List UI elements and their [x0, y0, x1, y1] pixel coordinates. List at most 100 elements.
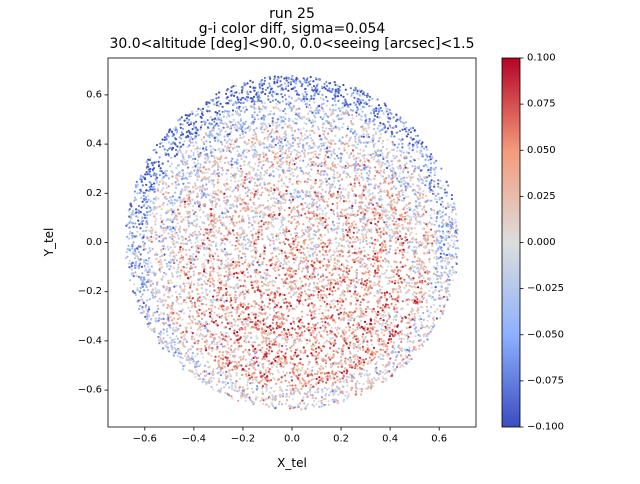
- scatter-point: [238, 194, 241, 197]
- scatter-point: [229, 175, 232, 178]
- scatter-point: [208, 136, 211, 139]
- scatter-point: [445, 265, 448, 268]
- scatter-point: [433, 183, 436, 186]
- scatter-point: [376, 372, 379, 375]
- scatter-point: [401, 138, 404, 141]
- scatter-point: [276, 363, 279, 366]
- scatter-point: [232, 318, 235, 321]
- scatter-point: [316, 353, 320, 356]
- scatter-point: [409, 160, 412, 163]
- scatter-point: [149, 200, 152, 203]
- scatter-point: [395, 239, 398, 242]
- scatter-point: [399, 266, 402, 269]
- scatter-point: [176, 199, 179, 202]
- scatter-points: [124, 75, 460, 411]
- scatter-point: [401, 142, 404, 145]
- scatter-point: [314, 248, 317, 251]
- scatter-point: [339, 165, 342, 168]
- scatter-point: [393, 198, 396, 201]
- scatter-point: [448, 279, 451, 282]
- scatter-point: [177, 302, 180, 305]
- scatter-point: [269, 307, 272, 310]
- scatter-point: [191, 357, 194, 360]
- scatter-point: [377, 355, 380, 359]
- scatter-point: [388, 248, 392, 251]
- scatter-point: [131, 247, 134, 250]
- scatter-point: [142, 245, 146, 248]
- scatter-point: [162, 247, 165, 250]
- scatter-point: [424, 184, 427, 187]
- scatter-point: [399, 149, 402, 152]
- scatter-point: [201, 178, 204, 181]
- scatter-point: [226, 257, 230, 260]
- scatter-point: [411, 282, 414, 285]
- scatter-point: [268, 182, 271, 185]
- scatter-point: [418, 139, 421, 142]
- scatter-point: [440, 187, 443, 190]
- scatter-point: [139, 304, 142, 307]
- scatter-point: [310, 121, 313, 124]
- scatter-point: [138, 192, 141, 195]
- scatter-point: [156, 310, 159, 313]
- scatter-point: [243, 235, 246, 239]
- scatter-point: [158, 342, 161, 345]
- scatter-point: [230, 130, 233, 134]
- scatter-point: [203, 364, 206, 367]
- scatter-point: [150, 185, 153, 188]
- scatter-point: [414, 215, 417, 218]
- scatter-point: [287, 167, 290, 170]
- scatter-point: [260, 233, 263, 236]
- scatter-point: [254, 271, 257, 274]
- scatter-point: [275, 365, 278, 368]
- scatter-point: [422, 206, 426, 209]
- scatter-point: [258, 225, 261, 228]
- scatter-point: [288, 384, 292, 387]
- scatter-point: [373, 207, 376, 210]
- scatter-point: [362, 222, 365, 225]
- scatter-point: [300, 408, 303, 411]
- scatter-point: [162, 237, 165, 240]
- scatter-point: [303, 149, 307, 152]
- scatter-point: [245, 172, 248, 175]
- scatter-point: [247, 163, 250, 166]
- scatter-point: [322, 245, 326, 248]
- scatter-point: [328, 264, 331, 267]
- scatter-point: [272, 175, 275, 178]
- scatter-point: [264, 170, 267, 173]
- scatter-point: [350, 207, 354, 210]
- scatter-point: [203, 176, 206, 179]
- scatter-point: [352, 347, 355, 350]
- scatter-point: [411, 264, 414, 267]
- scatter-point: [141, 272, 144, 275]
- scatter-point: [393, 125, 396, 129]
- scatter-point: [294, 384, 297, 387]
- scatter-point: [278, 209, 281, 212]
- scatter-point: [201, 380, 204, 383]
- scatter-point: [448, 283, 451, 286]
- scatter-point: [149, 249, 152, 252]
- scatter-point: [196, 282, 199, 285]
- scatter-point: [376, 115, 379, 119]
- scatter-point: [360, 211, 363, 214]
- scatter-point: [299, 128, 302, 131]
- scatter-point: [449, 203, 452, 206]
- scatter-point: [295, 80, 298, 83]
- scatter-point: [343, 147, 346, 150]
- scatter-point: [271, 122, 274, 125]
- scatter-point: [429, 162, 433, 165]
- scatter-point: [373, 318, 376, 321]
- scatter-point: [403, 176, 406, 179]
- scatter-point: [163, 340, 167, 343]
- scatter-point: [312, 294, 315, 297]
- scatter-point: [217, 255, 220, 258]
- scatter-point: [210, 320, 213, 323]
- scatter-point: [351, 149, 355, 152]
- scatter-point: [344, 357, 347, 360]
- scatter-point: [245, 323, 248, 326]
- scatter-point: [395, 288, 398, 291]
- scatter-point: [354, 363, 357, 366]
- scatter-point: [345, 109, 348, 112]
- scatter-point: [344, 200, 347, 203]
- scatter-point: [173, 262, 176, 265]
- scatter-point: [352, 236, 355, 239]
